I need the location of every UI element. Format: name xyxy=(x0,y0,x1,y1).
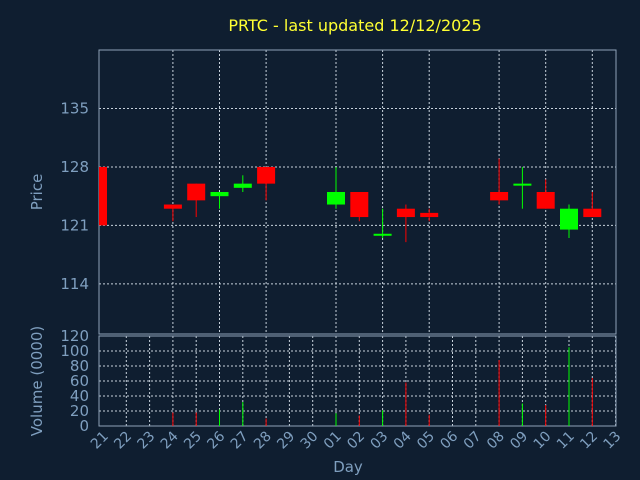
x-tick-21: 21 xyxy=(88,429,112,453)
x-tick-08: 08 xyxy=(484,429,508,453)
candle-body-21 xyxy=(99,166,107,226)
candle-body-03 xyxy=(373,233,392,236)
volume-bars xyxy=(172,347,593,426)
candle-body-01 xyxy=(327,192,345,205)
x-tick-11: 11 xyxy=(554,429,578,453)
volume-tick-60: 60 xyxy=(70,372,89,390)
volume-tick-100: 100 xyxy=(60,342,89,360)
price-tick-128: 128 xyxy=(60,158,89,176)
x-tick-10: 10 xyxy=(531,429,555,453)
volume-tick-0: 0 xyxy=(79,417,89,435)
candle-body-27 xyxy=(233,183,252,188)
x-tick-02: 02 xyxy=(344,429,368,453)
x-tick-29: 29 xyxy=(274,429,298,453)
price-tick-135: 135 xyxy=(60,99,89,117)
x-axis: 21 22 23 24 25 26 27 28 29 30 01 02 03 04 05 06 07 08 09 10… xyxy=(88,428,625,452)
candle-body-08 xyxy=(490,192,509,201)
x-tick-13: 13 xyxy=(601,429,625,453)
candle-body-04 xyxy=(396,208,415,218)
x-tick-03: 03 xyxy=(368,429,392,453)
x-tick-09: 09 xyxy=(507,429,531,453)
candle-body-10 xyxy=(536,192,555,209)
candle-body-25 xyxy=(187,183,206,201)
volume-tick-20: 20 xyxy=(70,402,89,420)
candles xyxy=(99,158,602,243)
volume-tick-40: 40 xyxy=(70,387,89,405)
y-axis-label-volume: Volume (0000) xyxy=(28,326,46,436)
x-tick-28: 28 xyxy=(251,429,275,453)
volume-tick-80: 80 xyxy=(70,357,89,375)
y-axis-label-price: Price xyxy=(28,174,46,211)
x-tick-24: 24 xyxy=(158,428,182,452)
x-tick-30: 30 xyxy=(298,429,322,453)
chart-title: PRTC - last updated 12/12/2025 xyxy=(228,16,481,35)
x-tick-07: 07 xyxy=(461,429,485,453)
price-tick-114: 114 xyxy=(60,275,89,293)
candle-body-24 xyxy=(163,204,182,209)
x-axis-label: Day xyxy=(333,458,363,476)
candle-body-02 xyxy=(350,192,369,218)
x-tick-01: 01 xyxy=(321,429,345,453)
x-tick-06: 06 xyxy=(437,428,461,452)
x-tick-04: 04 xyxy=(391,428,415,452)
volume-panel-frame xyxy=(98,335,617,427)
x-tick-25: 25 xyxy=(181,429,205,453)
candle-body-05 xyxy=(420,212,439,218)
candle-body-26 xyxy=(210,192,229,197)
price-axis: 114 121 128 135 xyxy=(60,99,89,292)
x-tick-26: 26 xyxy=(204,428,228,452)
x-tick-12: 12 xyxy=(577,429,601,453)
x-tick-22: 22 xyxy=(111,429,135,453)
candle-body-11 xyxy=(560,208,578,230)
candle-body-12 xyxy=(583,208,602,218)
candle-body-28 xyxy=(257,166,276,184)
x-tick-23: 23 xyxy=(135,429,159,453)
volume-tick-120: 120 xyxy=(60,327,89,345)
volume-grid xyxy=(99,336,617,426)
x-tick-05: 05 xyxy=(414,429,438,453)
price-tick-121: 121 xyxy=(60,216,89,234)
x-tick-27: 27 xyxy=(228,429,252,453)
candle-body-09 xyxy=(513,183,532,186)
